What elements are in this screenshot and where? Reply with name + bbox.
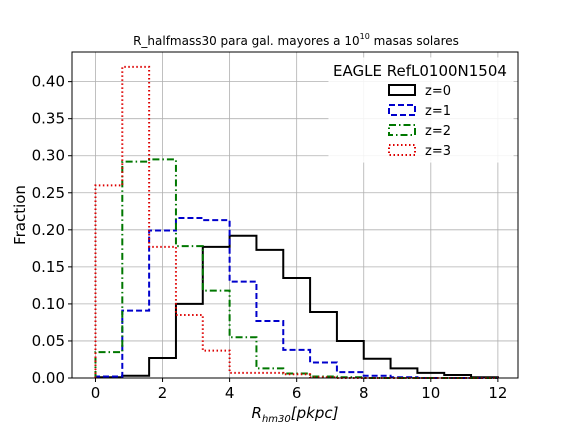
y-tick-label: 0.15 (32, 258, 65, 276)
y-tick-label: 0.40 (32, 73, 65, 91)
legend: EAGLE RefL0100N1504 z=0 z=1 z=2 z=3 (328, 57, 514, 163)
legend-label-z3: z=3 (425, 144, 451, 159)
x-axis-label: Rhm30[pkpc] (252, 404, 339, 425)
legend-label-z2: z=2 (425, 124, 451, 139)
y-tick-label: 0.30 (32, 147, 65, 165)
legend-swatch-z2 (388, 124, 416, 136)
y-axis-label: Fraction (11, 185, 29, 245)
legend-swatch-z1 (388, 104, 416, 116)
x-tick-label: 2 (158, 384, 168, 402)
y-axis-ticks: 0.00 0.05 0.10 0.15 0.20 0.25 0.30 0.35 0.40 (32, 73, 72, 387)
y-tick-label: 0.00 (32, 369, 65, 387)
series-z0-step (94, 234, 499, 379)
x-tick-label: 0 (91, 384, 101, 402)
legend-title: EAGLE RefL0100N1504 (333, 62, 507, 80)
legend-label-z1: z=1 (425, 104, 451, 119)
x-tick-label: 4 (225, 384, 235, 402)
x-tick-label: 8 (359, 384, 369, 402)
legend-swatch-z3 (388, 144, 416, 156)
chart-title: R_halfmass30 para gal. mayores a 1010 ma… (133, 32, 459, 48)
y-tick-label: 0.10 (32, 295, 65, 313)
x-axis-ticks: 0 2 4 6 8 10 12 (91, 378, 507, 402)
legend-label-z0: z=0 (425, 84, 451, 99)
y-tick-label: 0.35 (32, 110, 65, 128)
legend-box (328, 57, 514, 163)
legend-swatch-z0 (388, 84, 416, 96)
y-tick-label: 0.20 (32, 221, 65, 239)
x-tick-label: 12 (488, 384, 507, 402)
plot-frame (71, 51, 519, 379)
x-tick-label: 6 (292, 384, 302, 402)
x-tick-label: 10 (421, 384, 440, 402)
chart-title-exponent: 10 (360, 32, 370, 41)
y-tick-label: 0.25 (32, 184, 65, 202)
y-tick-label: 0.05 (32, 332, 65, 350)
